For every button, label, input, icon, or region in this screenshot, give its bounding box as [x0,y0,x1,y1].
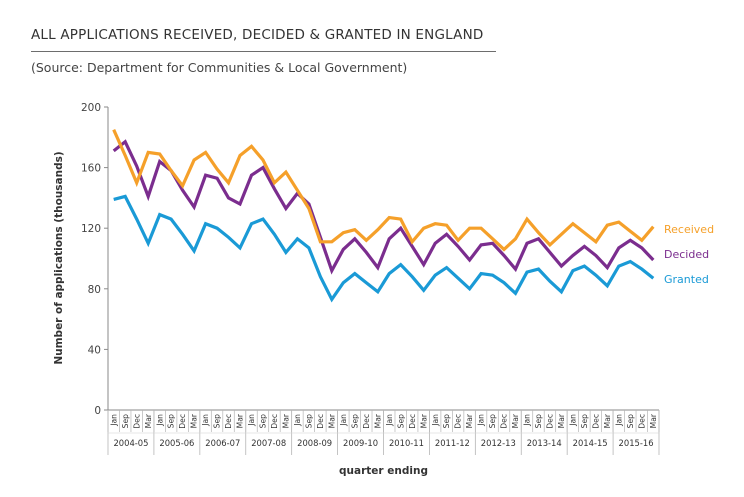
legend-received: Received [664,223,714,236]
x-tick-label-year: 2012-13 [481,438,516,448]
x-tick-label-quarter: Mar [603,413,612,428]
legend-granted: Granted [664,273,709,286]
x-tick-label-quarter: Sep [167,414,176,428]
series-line-granted [113,194,655,303]
x-tick-label-quarter: Sep [442,414,451,428]
chart-subtitle: (Source: Department for Communities & Lo… [31,60,408,75]
x-tick-label-quarter: Jan [385,414,394,427]
x-tick-label-quarter: Sep [396,414,405,428]
y-tick-label: 120 [81,223,101,235]
y-tick-label: 80 [88,284,101,296]
y-tick-label: 0 [94,405,101,417]
x-axis-title: quarter ending [339,465,428,477]
x-tick-label-quarter: Dec [454,414,463,429]
x-tick-label-year: 2015-16 [619,438,654,448]
x-tick-label-quarter: Mar [282,413,291,428]
x-tick-label-year: 2007-08 [251,438,286,448]
x-tick-label-quarter: Mar [511,413,520,428]
x-tick-label-quarter: Sep [626,414,635,428]
x-tick-label-quarter: Dec [546,414,555,429]
x-tick-label-quarter: Jan [339,414,348,427]
x-tick-label-quarter: Jan [477,414,486,427]
x-tick-label-quarter: Jan [293,414,302,427]
x-tick-label-quarter: Jan [109,414,118,427]
x-tick-label-year: 2006-07 [205,438,240,448]
x-tick-label-quarter: Jan [523,414,532,427]
x-tick-label-quarter: Mar [144,413,153,428]
x-tick-label-quarter: Jan [201,414,210,427]
x-tick-label-quarter: Dec [316,414,325,429]
x-tick-label-quarter: Jan [614,414,623,427]
x-tick-label-quarter: Mar [190,413,199,428]
x-tick-label-year: 2011-12 [435,438,470,448]
y-tick-label: 200 [81,102,101,114]
x-tick-label-quarter: Dec [178,414,187,429]
y-tick-label: 160 [81,163,101,175]
x-tick-label-year: 2013-14 [527,438,562,448]
x-tick-label-quarter: Sep [488,414,497,428]
y-axis-title: Number of applications (thousands) [53,151,65,364]
x-tick-label-quarter: Dec [362,414,371,429]
x-tick-label-quarter: Jan [431,414,440,427]
x-tick-label-quarter: Sep [534,414,543,428]
x-tick-label-year: 2014-15 [573,438,608,448]
chart-title: ALL APPLICATIONS RECEIVED, DECIDED & GRA… [31,27,484,43]
x-tick-label-quarter: Dec [270,414,279,429]
x-tick-label-quarter: Sep [304,414,313,428]
series-line-decided [112,139,655,275]
x-tick-label-quarter: Dec [500,414,509,429]
x-tick-label-quarter: Dec [224,414,233,429]
y-tick-label: 40 [88,344,101,356]
x-tick-label-quarter: Mar [373,413,382,428]
x-tick-label-year: 2008-09 [297,438,332,448]
x-tick-label-quarter: Mar [327,413,336,428]
x-tick-label-quarter: Sep [213,414,222,428]
x-tick-label-quarter: Dec [408,414,417,429]
x-tick-label-quarter: Jan [569,414,578,427]
x-tick-label-quarter: Mar [465,413,474,428]
x-tick-label-quarter: Sep [350,414,359,428]
x-tick-label-quarter: Mar [557,413,566,428]
x-tick-label-quarter: Dec [591,414,600,429]
x-tick-label-year: 2004-05 [113,438,148,448]
x-tick-label-quarter: Jan [247,414,256,427]
x-tick-label-quarter: Mar [236,413,245,428]
x-tick-label-quarter: Sep [121,414,130,428]
x-tick-label-quarter: Mar [419,413,428,428]
x-tick-label-year: 2009-10 [343,438,378,448]
x-tick-label-quarter: Sep [580,414,589,428]
x-tick-label-year: 2005-06 [159,438,194,448]
x-tick-label-year: 2010-11 [389,438,424,448]
title-divider [31,51,496,52]
series-line-received [112,129,655,252]
x-tick-label-quarter: Dec [132,414,141,429]
x-tick-label-quarter: Sep [259,414,268,428]
x-tick-label-quarter: Jan [155,414,164,427]
legend-decided: Decided [664,248,709,261]
x-tick-label-quarter: Mar [649,413,658,428]
x-tick-label-quarter: Dec [637,414,646,429]
